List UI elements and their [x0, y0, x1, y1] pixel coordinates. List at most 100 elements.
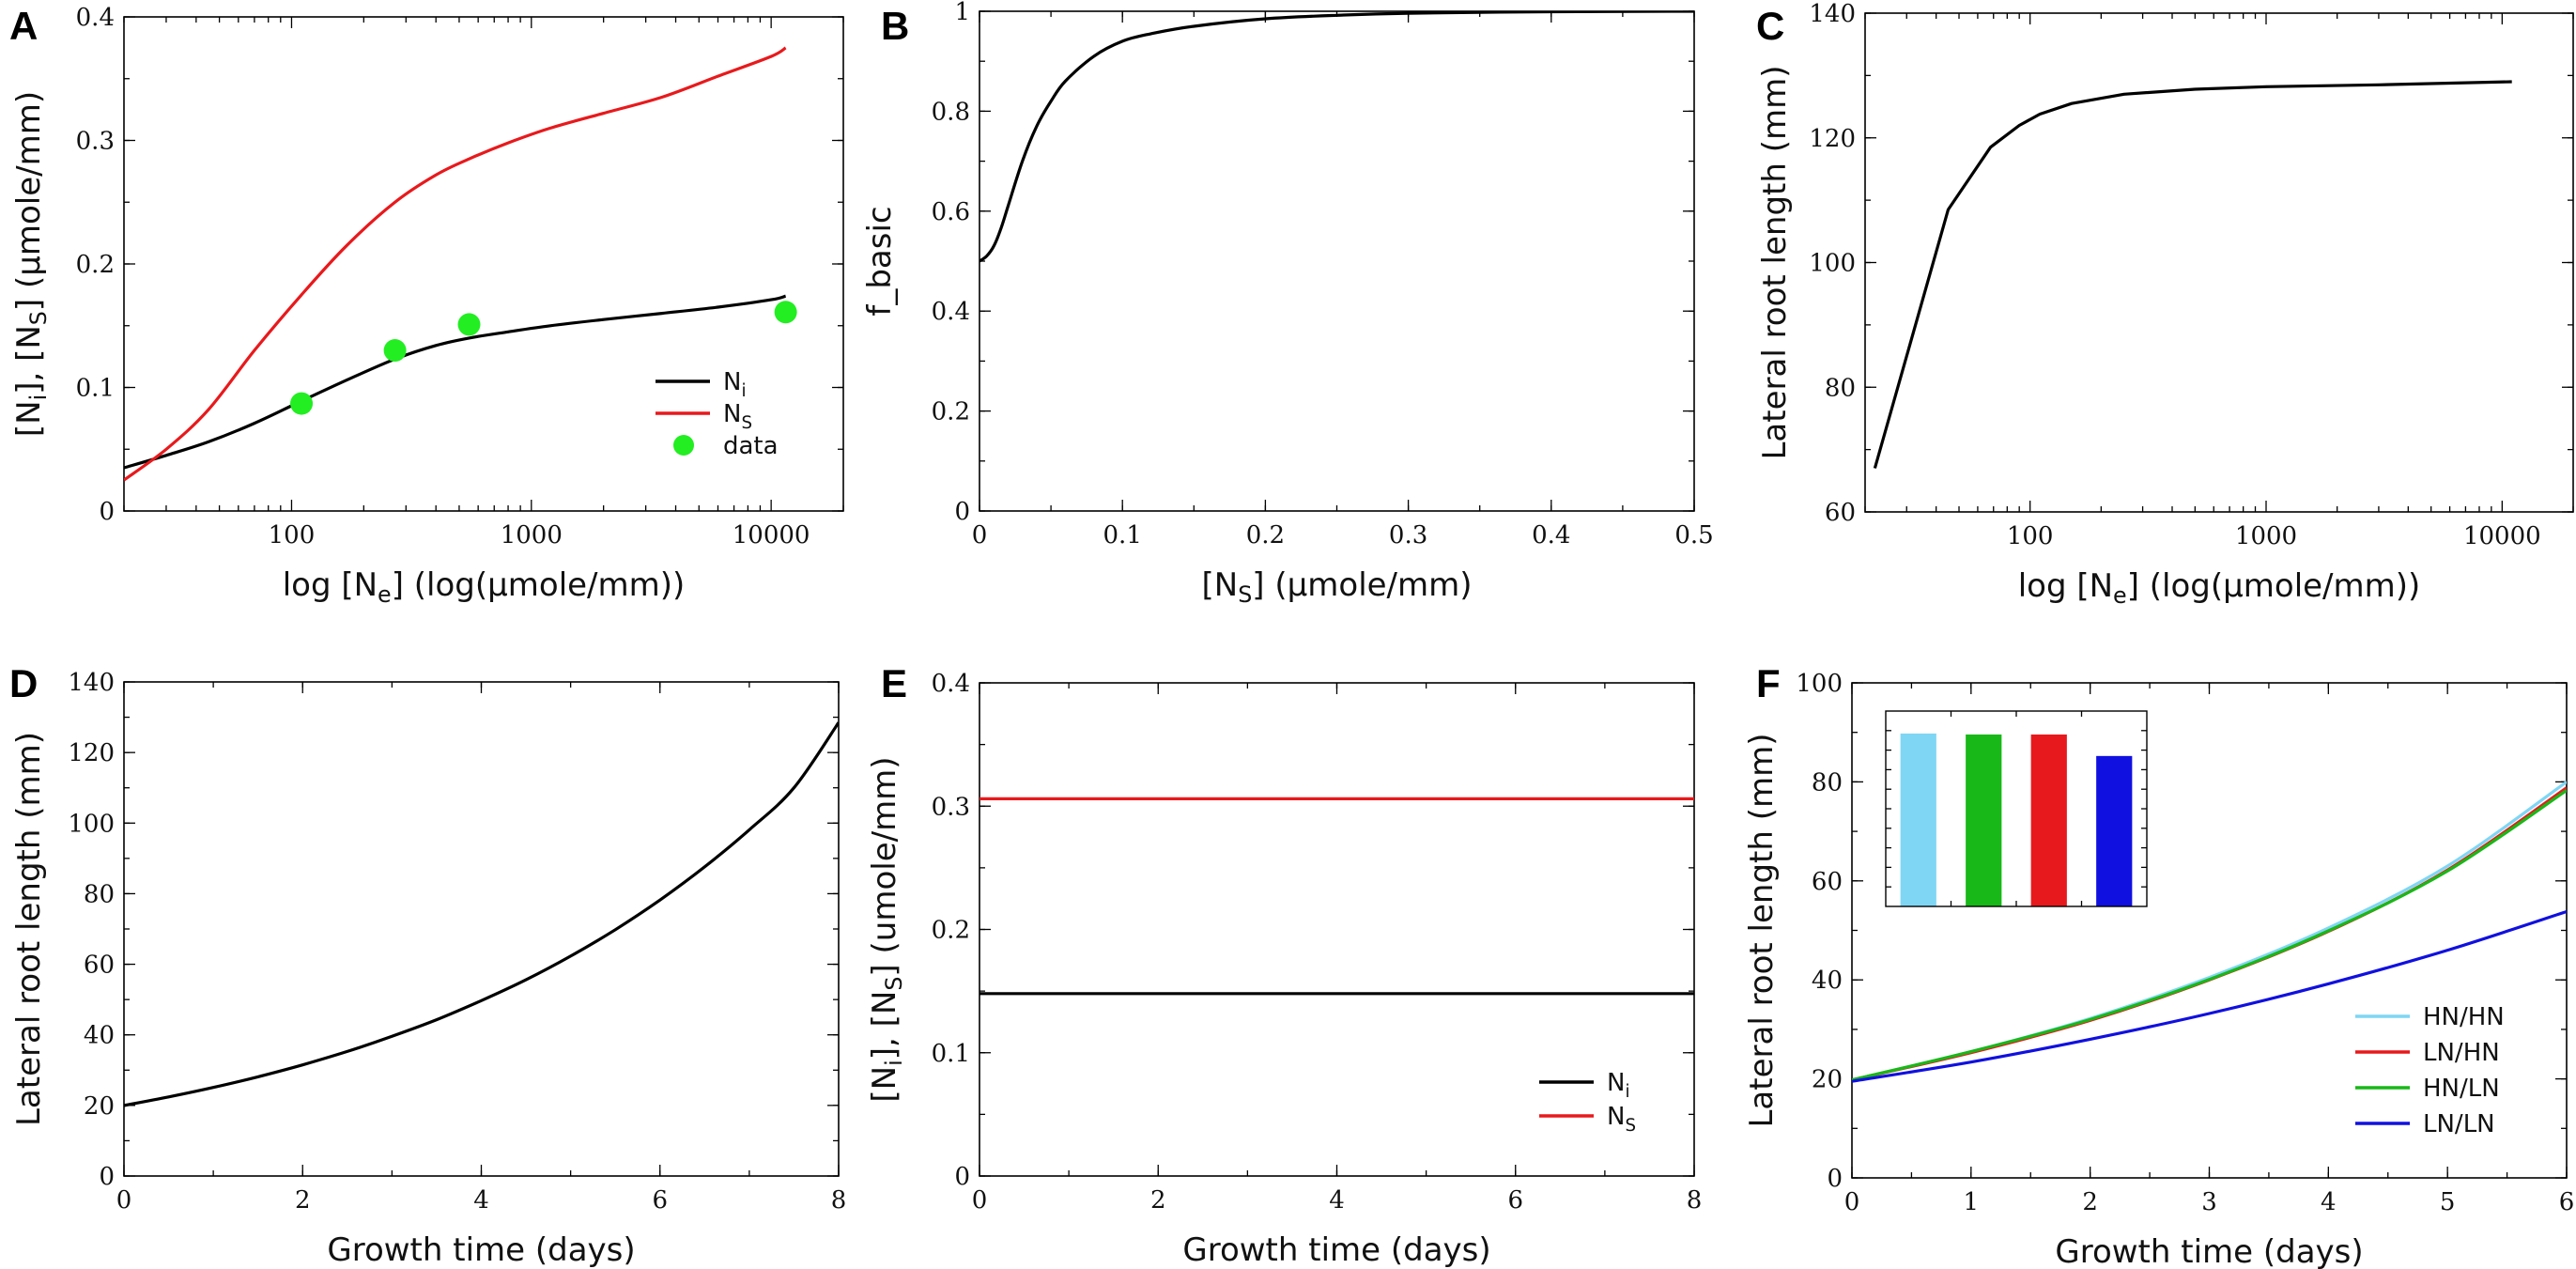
- y-axis-label: [Ni], [NS] (umole/mm): [866, 756, 907, 1102]
- x-tick-label: 0: [972, 1186, 988, 1215]
- plot-frame: [123, 16, 844, 512]
- x-tick-label: 6: [652, 1186, 668, 1215]
- y-tick-label: 140: [68, 669, 115, 697]
- y-axis-label: Lateral root length (mm): [1743, 733, 1781, 1127]
- y-tick-label: 0.6: [932, 198, 970, 226]
- x-tick-label: 0: [972, 521, 988, 549]
- series-group: [1873, 80, 2512, 469]
- legend-marker: [673, 435, 694, 456]
- series-line-hn-hn: [1852, 781, 2567, 1082]
- series-group: [1852, 781, 2567, 1083]
- inset-frame: [1885, 710, 2148, 907]
- inset-bar-chart: [1885, 710, 2148, 907]
- x-tick-label: 0.4: [1532, 521, 1570, 549]
- inset-bar-ln-ln: [2096, 755, 2133, 906]
- x-tick-label: 8: [831, 1186, 847, 1215]
- x-tick-label: 10000: [2463, 522, 2541, 550]
- y-tick-label: 100: [1796, 670, 1843, 698]
- legend-label: HN/LN: [2423, 1075, 2500, 1103]
- y-tick-label: 0.2: [932, 917, 970, 945]
- y-tick-label: 0.2: [76, 251, 115, 279]
- panel-letter: B: [881, 4, 909, 48]
- y-axis-label: f_basic: [861, 206, 899, 316]
- y-tick-label: 80: [1825, 374, 1856, 402]
- x-tick-label: 2: [295, 1186, 311, 1215]
- x-axis-label: [NS] (μmole/mm): [1201, 566, 1472, 608]
- y-tick-label: 20: [84, 1092, 115, 1121]
- y-tick-label: 100: [68, 810, 115, 838]
- data-point: [774, 301, 797, 324]
- x-axis-label: log [Ne] (log(μmole/mm)): [2018, 567, 2421, 609]
- x-tick-label: 0.3: [1389, 521, 1427, 549]
- x-tick-label: 5: [2440, 1188, 2456, 1216]
- minor-ticks: [123, 16, 844, 512]
- minor-ticks: [1851, 682, 2568, 1179]
- x-tick-label: 2: [2082, 1188, 2098, 1216]
- legend-label: NS: [723, 400, 752, 433]
- series-group: [124, 46, 787, 482]
- panel-b: B 0 0.1 0.2 0.3 0.4 0.5 0 0.2 0.4 0.6 0.8 1 [NS] (μmo…: [861, 0, 1714, 608]
- x-tick-label: 0: [1844, 1188, 1860, 1216]
- y-tick-label: 0.3: [932, 793, 970, 821]
- y-tick-label: 0.4: [76, 4, 115, 32]
- y-tick-label: 0.8: [932, 98, 970, 126]
- legend-label: LN/LN: [2423, 1110, 2495, 1138]
- series-line-length: [124, 721, 839, 1107]
- y-tick-label: 100: [1809, 250, 1856, 278]
- legend-label: data: [723, 432, 779, 460]
- panel-letter: A: [9, 4, 38, 48]
- x-axis-label: Growth time (days): [327, 1231, 635, 1269]
- inset-bar-hn-ln: [1966, 734, 2002, 906]
- y-tick-label: 20: [1812, 1066, 1843, 1094]
- y-axis-label: Lateral root length (mm): [1756, 65, 1794, 459]
- y-tick-label: 120: [68, 739, 115, 767]
- plot-frame: [1851, 682, 2568, 1179]
- y-tick-label: 1: [954, 0, 970, 26]
- panel-letter: D: [9, 661, 38, 705]
- inset-bar-hn-hn: [1900, 733, 1936, 906]
- series-group: [124, 721, 839, 1107]
- y-tick-label: 0: [954, 1163, 970, 1191]
- y-tick-label: 40: [84, 1022, 115, 1050]
- y-tick-label: 60: [1825, 499, 1856, 527]
- minor-ticks: [123, 681, 840, 1177]
- x-tick-label: 0.1: [1103, 521, 1142, 549]
- x-tick-label: 1000: [2235, 522, 2297, 550]
- minor-ticks: [979, 10, 1695, 512]
- x-tick-label: 100: [269, 521, 316, 549]
- y-tick-label: 60: [84, 952, 115, 980]
- x-tick-label: 6: [2559, 1188, 2575, 1216]
- x-tick-label: 6: [1507, 1186, 1523, 1215]
- y-tick-label: 80: [84, 880, 115, 908]
- y-tick-label: 120: [1809, 125, 1856, 153]
- y-tick-label: 80: [1812, 768, 1843, 797]
- y-tick-label: 0.1: [932, 1040, 970, 1068]
- inset-bar-ln-hn: [2030, 734, 2067, 906]
- x-tick-label: 4: [1329, 1186, 1345, 1215]
- x-axis-label: Growth time (days): [1182, 1231, 1490, 1269]
- data-point: [290, 392, 314, 415]
- series-line-ln-ln: [1852, 909, 2567, 1083]
- x-tick-label: 0.5: [1674, 521, 1713, 549]
- x-tick-label: 4: [2321, 1188, 2337, 1216]
- x-tick-label: 4: [473, 1186, 489, 1215]
- y-tick-label: 0: [954, 498, 970, 526]
- legend-label: Ni: [723, 368, 747, 401]
- x-tick-label: 1: [1964, 1188, 1980, 1216]
- y-axis-label: Lateral root length (mm): [10, 732, 48, 1126]
- series-line-length: [1873, 80, 2512, 469]
- x-tick-label: 10000: [733, 521, 810, 549]
- y-tick-label: 140: [1809, 0, 1856, 28]
- y-tick-label: 0.4: [932, 298, 970, 326]
- legend-label: Ni: [1607, 1069, 1630, 1102]
- panel-c: C 100 1000 10000 60 80 100 120 140 log [Ne] (log(…: [1756, 0, 2574, 609]
- plot-frame: [979, 10, 1695, 512]
- x-tick-label: 0: [116, 1186, 132, 1215]
- series-line-n-s: [124, 46, 787, 482]
- y-tick-label: 40: [1812, 967, 1843, 995]
- panel-a: A 100 1000 10000 0 0.1 0.2 0.3 0.4 log [Ne] (log(…: [9, 4, 844, 608]
- y-tick-label: 0.4: [932, 670, 970, 698]
